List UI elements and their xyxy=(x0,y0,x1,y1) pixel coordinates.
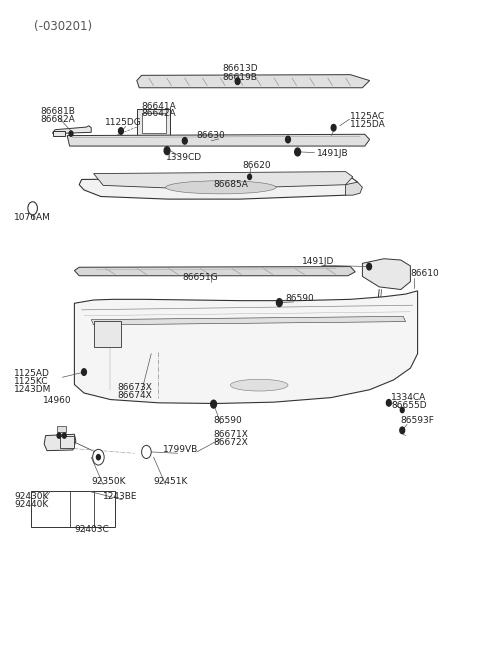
Text: 86682A: 86682A xyxy=(41,115,75,124)
Text: 1243DM: 1243DM xyxy=(14,384,52,394)
Text: 86619B: 86619B xyxy=(223,73,257,82)
Text: 92451K: 92451K xyxy=(154,477,188,486)
Text: 86630: 86630 xyxy=(197,131,226,140)
Text: 1076AM: 1076AM xyxy=(14,213,51,222)
Text: 86642A: 86642A xyxy=(142,109,176,119)
Polygon shape xyxy=(53,131,65,136)
Circle shape xyxy=(69,131,73,136)
Text: 86674X: 86674X xyxy=(118,391,152,400)
Text: 86590: 86590 xyxy=(286,294,314,303)
Polygon shape xyxy=(94,172,353,188)
Circle shape xyxy=(93,449,104,465)
Polygon shape xyxy=(74,267,355,276)
Text: 86613D: 86613D xyxy=(222,64,258,73)
Polygon shape xyxy=(137,75,370,88)
Text: 92440K: 92440K xyxy=(14,500,48,509)
Text: 86610: 86610 xyxy=(410,269,439,278)
Text: 1125AD: 1125AD xyxy=(14,369,50,378)
Circle shape xyxy=(367,263,372,270)
Text: 14960: 14960 xyxy=(43,396,72,405)
Text: 86671X: 86671X xyxy=(214,430,249,440)
Polygon shape xyxy=(67,134,370,146)
Circle shape xyxy=(235,78,240,84)
Circle shape xyxy=(400,427,405,434)
Circle shape xyxy=(276,299,282,307)
Circle shape xyxy=(295,148,300,156)
Text: 86651G: 86651G xyxy=(182,273,218,282)
Circle shape xyxy=(164,147,170,155)
Bar xyxy=(60,436,74,448)
Text: 1339CD: 1339CD xyxy=(166,153,202,162)
Circle shape xyxy=(119,128,123,134)
Text: 86673X: 86673X xyxy=(118,383,153,392)
Bar xyxy=(142,113,166,133)
Text: 1491JB: 1491JB xyxy=(317,149,348,158)
Circle shape xyxy=(82,369,86,375)
Circle shape xyxy=(211,400,216,408)
Circle shape xyxy=(286,136,290,143)
Circle shape xyxy=(331,124,336,131)
Circle shape xyxy=(28,202,37,215)
Ellipse shape xyxy=(166,181,276,194)
Circle shape xyxy=(182,138,187,144)
Circle shape xyxy=(386,400,391,406)
Text: 1243BE: 1243BE xyxy=(103,492,138,501)
Text: 86655D: 86655D xyxy=(391,401,427,410)
Circle shape xyxy=(62,433,66,438)
Bar xyxy=(57,426,66,432)
Circle shape xyxy=(248,174,252,179)
Polygon shape xyxy=(74,291,418,403)
Circle shape xyxy=(57,433,61,438)
Bar xyxy=(31,491,115,527)
Text: (-030201): (-030201) xyxy=(34,20,92,33)
Circle shape xyxy=(96,455,100,460)
Text: 92430K: 92430K xyxy=(14,492,49,501)
Bar xyxy=(137,109,170,136)
Circle shape xyxy=(142,445,151,458)
Polygon shape xyxy=(79,177,358,199)
Polygon shape xyxy=(53,126,91,134)
Polygon shape xyxy=(346,182,362,195)
Ellipse shape xyxy=(230,379,288,391)
Circle shape xyxy=(400,407,404,413)
Text: 92403C: 92403C xyxy=(74,525,109,534)
Text: 1334CA: 1334CA xyxy=(391,393,426,402)
Text: 1125KC: 1125KC xyxy=(14,377,49,386)
Text: 1125DG: 1125DG xyxy=(105,118,142,127)
Text: 92350K: 92350K xyxy=(91,477,126,486)
Text: 1491JD: 1491JD xyxy=(302,257,335,267)
Text: 86641A: 86641A xyxy=(142,102,176,111)
Polygon shape xyxy=(362,259,410,290)
Text: 1125AC: 1125AC xyxy=(350,112,385,121)
Text: 1125DA: 1125DA xyxy=(350,120,386,129)
Text: 86593F: 86593F xyxy=(401,416,435,425)
Text: 86685A: 86685A xyxy=(214,180,249,189)
Text: 86620: 86620 xyxy=(242,160,271,170)
Text: 86590: 86590 xyxy=(214,416,242,425)
Text: 86681B: 86681B xyxy=(41,107,76,116)
Polygon shape xyxy=(44,434,76,451)
Text: 86672X: 86672X xyxy=(214,438,248,447)
Bar xyxy=(94,321,121,347)
Text: 1799VB: 1799VB xyxy=(163,445,198,455)
Polygon shape xyxy=(91,316,406,325)
